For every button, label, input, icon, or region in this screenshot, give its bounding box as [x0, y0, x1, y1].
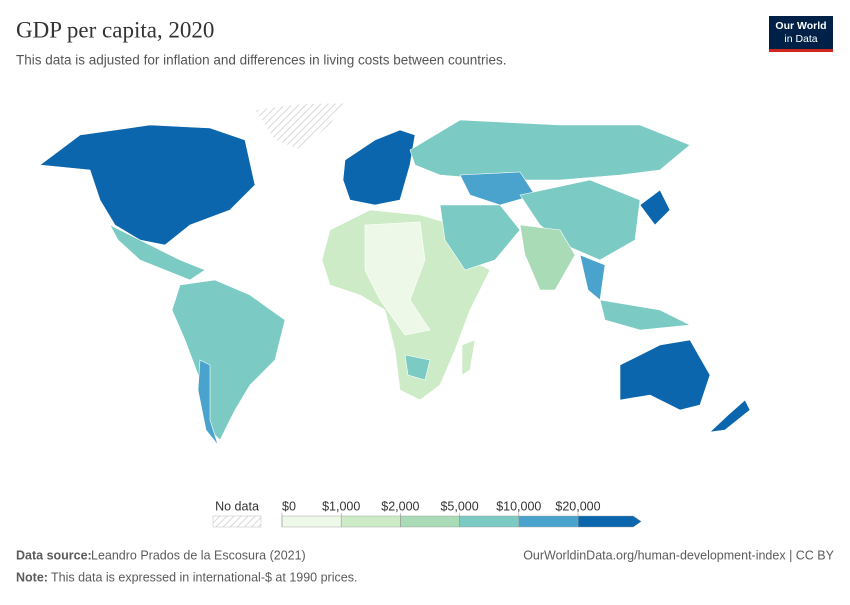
- legend-bin: [459, 515, 520, 528]
- central-america: [109, 224, 206, 281]
- japan: [639, 189, 671, 226]
- logo-text: in Data: [784, 33, 817, 45]
- kazakhstan: [459, 171, 536, 206]
- logo-box: [769, 16, 833, 50]
- chile: [197, 359, 219, 446]
- legend-bin: [400, 515, 460, 528]
- legend-tick-label: $20,000: [555, 499, 600, 513]
- legend-bin: [577, 515, 642, 528]
- legend: No data $0 $1,000 $2,000 $5,000 $10,000 $20,0…: [212, 499, 642, 528]
- source-url[interactable]: OurWorldinData.org/human-development-ind…: [523, 548, 834, 562]
- middle-east: [439, 204, 521, 271]
- title: GDP per capita, 2020: [16, 17, 214, 42]
- legend-tick-label: $10,000: [496, 499, 541, 513]
- russia: [409, 119, 691, 181]
- subtitle: This data is adjusted for inflation and …: [16, 53, 507, 68]
- greenland: [254, 102, 346, 151]
- north-america: [39, 124, 256, 246]
- south-africa: [404, 354, 431, 381]
- south-america: [171, 279, 286, 441]
- legend-tick-label: $2,000: [381, 499, 419, 513]
- legend-bin: [281, 515, 342, 528]
- source: Leandro Prados de la Escosura (2021): [91, 548, 306, 562]
- legend-tick-label: $5,000: [440, 499, 478, 513]
- madagascar: [461, 339, 476, 376]
- legend-no-data-label: No data: [215, 499, 259, 513]
- europe: [342, 129, 416, 206]
- southeast-asia: [579, 254, 606, 301]
- note-label: Note:: [16, 570, 48, 584]
- legend-tick-label: $0: [282, 499, 296, 513]
- legend-bin: [518, 515, 579, 528]
- legend-bin: [341, 515, 401, 528]
- note: This data is expressed in international-…: [51, 570, 357, 584]
- world-map: [39, 102, 751, 446]
- new-zealand: [709, 399, 751, 433]
- source-label: Data source:: [16, 548, 92, 562]
- logo-bar: [769, 49, 833, 52]
- indonesia: [599, 299, 692, 331]
- australia: [619, 339, 711, 411]
- india: [519, 224, 576, 291]
- central-africa: [364, 221, 431, 336]
- logo-text: Our World: [775, 20, 826, 32]
- legend-tick-label: $1,000: [322, 499, 360, 513]
- legend-no-data-swatch: [212, 515, 262, 528]
